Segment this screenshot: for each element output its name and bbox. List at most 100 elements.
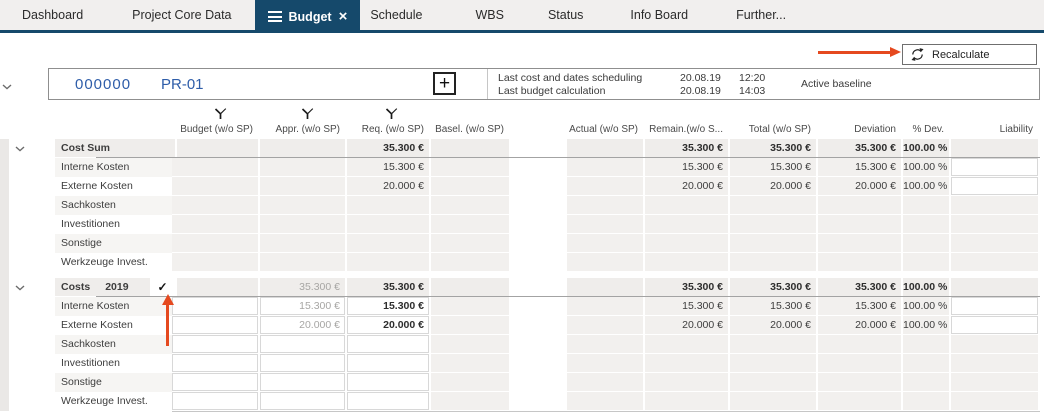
cell-remain (645, 354, 730, 373)
filter-icon[interactable] (385, 107, 398, 119)
cell-liability[interactable] (951, 316, 1040, 335)
cell-budget[interactable] (172, 392, 260, 411)
cell-appr (260, 196, 347, 215)
column-header-budget: Budget (w/o SP) (180, 124, 253, 135)
table-row: Werkzeuge Invest. (0, 253, 1044, 272)
project-code[interactable]: PR-01 (161, 76, 204, 93)
cell-budget[interactable] (172, 297, 260, 316)
column-header-basel: Basel. (w/o SP) (435, 124, 504, 135)
cell-appr: 35.300 € (260, 278, 347, 297)
cell-liability (951, 196, 1040, 215)
recalculate-button[interactable]: Recalculate (902, 44, 1037, 65)
close-icon[interactable]: × (338, 8, 348, 25)
info-time: 12:20 (739, 72, 766, 84)
cell-total: 35.300 € (730, 278, 818, 297)
tab-dashboard[interactable]: Dashboard (22, 8, 84, 22)
tab-schedule[interactable]: Schedule (370, 8, 423, 22)
cell-basel (431, 234, 511, 253)
cell-appr (260, 253, 347, 272)
cell-pdev: 100.00 % (903, 297, 951, 316)
baseline-checkmark[interactable] (150, 139, 177, 158)
cell-appr[interactable]: 15.300 € (260, 297, 347, 316)
cell-pdev (903, 373, 951, 392)
cell-req[interactable]: 20.000 € (347, 316, 431, 335)
cell-appr[interactable] (260, 392, 347, 411)
cell-liability[interactable] (951, 158, 1040, 177)
cell-budget[interactable] (172, 373, 260, 392)
cell-appr (260, 177, 347, 196)
project-id[interactable]: 000000 (75, 76, 132, 93)
row-label: Werkzeuge Invest. (55, 392, 172, 411)
table-row: Sonstige (0, 234, 1044, 253)
cell-deviation (818, 392, 903, 411)
chevron-down-icon[interactable] (0, 139, 55, 158)
row-gutter (0, 234, 55, 253)
cell-appr[interactable]: 20.000 € (260, 316, 347, 335)
cell-req[interactable] (347, 335, 431, 354)
cell-appr[interactable] (260, 354, 347, 373)
cell-appr[interactable] (260, 373, 347, 392)
cell-budget[interactable] (172, 316, 260, 335)
cell-remain: 35.300 € (645, 139, 730, 158)
info-date: 20.08.19 (680, 72, 721, 84)
column-gap (511, 278, 567, 297)
tab-status[interactable]: Status (547, 8, 584, 22)
row-gutter (0, 215, 55, 234)
table-row: Werkzeuge Invest. (0, 392, 1044, 411)
row-gutter (0, 316, 55, 335)
cell-req[interactable] (347, 373, 431, 392)
cell-req[interactable] (347, 354, 431, 373)
cell-budget[interactable] (172, 354, 260, 373)
cell-total (730, 354, 818, 373)
cell-liability (951, 215, 1040, 234)
chevron-down-icon[interactable] (0, 278, 55, 297)
column-gap (511, 354, 567, 373)
cell-remain: 15.300 € (645, 158, 730, 177)
tab-further[interactable]: Further... (736, 8, 787, 22)
cell-actual (567, 316, 645, 335)
cell-basel (431, 139, 511, 158)
cell-actual (567, 177, 645, 196)
cell-budget[interactable] (172, 335, 260, 354)
cell-liability[interactable] (951, 177, 1040, 196)
row-label: Externe Kosten (55, 177, 172, 196)
annotation-arrow-recalculate (818, 47, 901, 58)
left-strip (0, 104, 9, 411)
cell-budget (172, 196, 260, 215)
cell-req[interactable]: 15.300 € (347, 297, 431, 316)
column-gap (511, 373, 567, 392)
cell-appr[interactable] (260, 335, 347, 354)
cell-budget (177, 278, 260, 297)
row-gutter (0, 354, 55, 373)
row-label: Sachkosten (55, 196, 172, 215)
tab-project-core-data[interactable]: Project Core Data (132, 8, 232, 22)
chevron-down-icon[interactable] (2, 77, 12, 95)
cell-req[interactable] (347, 392, 431, 411)
cell-deviation (818, 215, 903, 234)
cell-basel (431, 373, 511, 392)
table-row: Investitionen (0, 354, 1044, 373)
cell-pdev (903, 335, 951, 354)
column-header-total: Total (w/o SP) (748, 124, 811, 135)
tab-wbs[interactable]: WBS (475, 8, 504, 22)
filter-icon[interactable] (301, 107, 314, 119)
add-button[interactable]: + (433, 72, 456, 95)
filter-icon[interactable] (214, 107, 227, 119)
cell-liability[interactable] (951, 297, 1040, 316)
cell-actual (567, 139, 645, 158)
cell-actual (567, 215, 645, 234)
cell-total: 15.300 € (730, 158, 818, 177)
cell-basel (431, 316, 511, 335)
row-gutter (0, 196, 55, 215)
cell-total: 35.300 € (730, 139, 818, 158)
tab-budget[interactable]: Budget × (254, 0, 361, 33)
table-row: Sonstige (0, 373, 1044, 392)
group-label: Costs 2019 (55, 278, 150, 297)
column-gap (511, 253, 567, 272)
cell-remain (645, 215, 730, 234)
cell-remain: 20.000 € (645, 177, 730, 196)
cell-liability (951, 373, 1040, 392)
tab-info-board[interactable]: Info Board (630, 8, 689, 22)
cell-liability (951, 335, 1040, 354)
table-row: Sachkosten (0, 196, 1044, 215)
